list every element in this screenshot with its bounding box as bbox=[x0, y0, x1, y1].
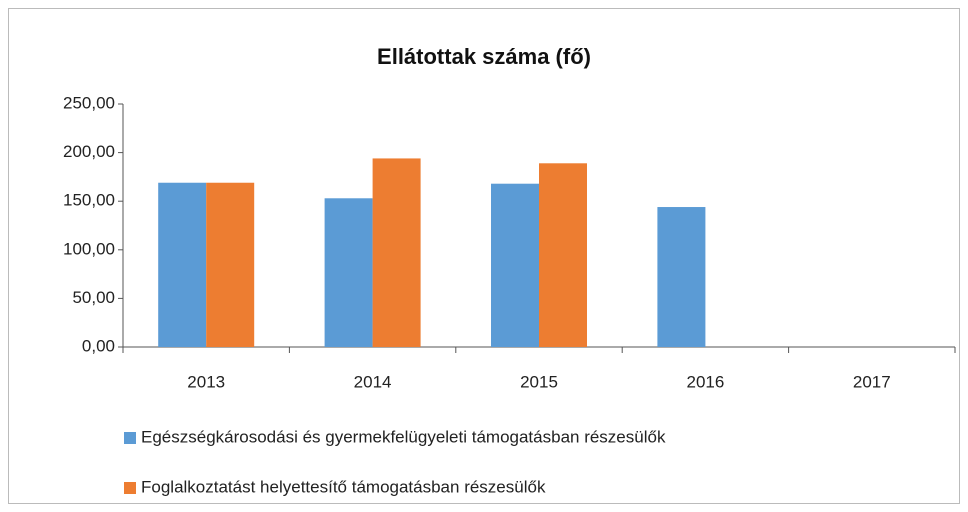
bar bbox=[491, 183, 539, 347]
y-tick-label: 150,00 bbox=[63, 191, 115, 210]
x-tick-label: 2015 bbox=[520, 372, 558, 391]
chart-title: Ellátottak száma (fő) bbox=[377, 44, 591, 69]
x-tick-label: 2013 bbox=[187, 372, 225, 391]
y-tick-label: 200,00 bbox=[63, 142, 115, 161]
y-tick-label: 50,00 bbox=[72, 288, 115, 307]
bar bbox=[158, 182, 207, 347]
x-tick-label: 2014 bbox=[354, 372, 392, 391]
legend-label: Egészségkárosodási és gyermekfelügyeleti… bbox=[141, 427, 666, 446]
bar bbox=[539, 163, 587, 347]
bar bbox=[657, 207, 706, 347]
y-tick-label: 100,00 bbox=[63, 239, 115, 258]
legend-label: Foglalkoztatást helyettesítő támogatásba… bbox=[141, 477, 546, 496]
bar bbox=[372, 158, 421, 347]
bar bbox=[206, 182, 255, 347]
legend-swatch bbox=[124, 432, 136, 444]
legend-swatch bbox=[124, 482, 136, 494]
y-tick-label: 0,00 bbox=[82, 336, 115, 355]
x-tick-label: 2017 bbox=[853, 372, 891, 391]
y-tick-label: 250,00 bbox=[63, 93, 115, 112]
bar bbox=[324, 198, 373, 347]
x-tick-label: 2016 bbox=[686, 372, 724, 391]
